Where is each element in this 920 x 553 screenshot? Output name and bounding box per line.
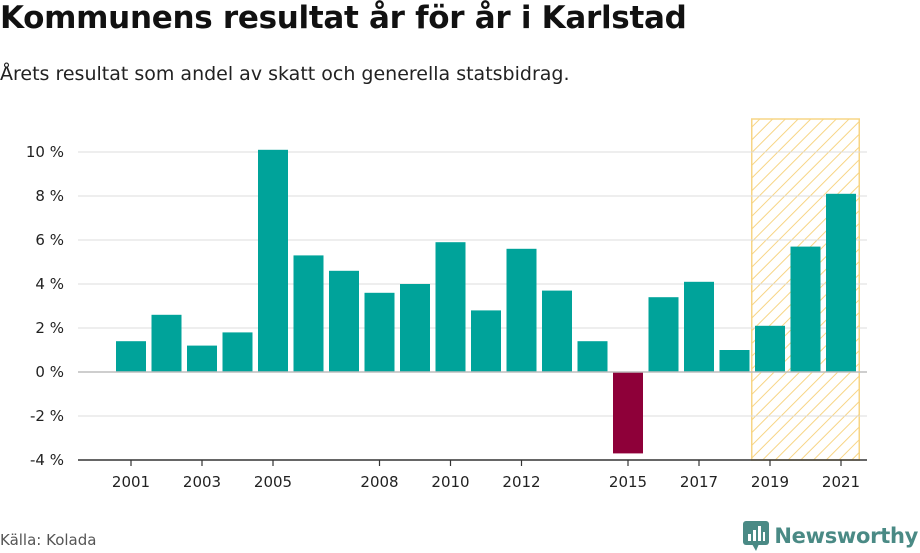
bar-2016: [648, 297, 679, 372]
y-tick-label: 6 %: [35, 231, 64, 249]
y-tick-label: 8 %: [35, 187, 64, 205]
x-tick-label: 2017: [680, 473, 718, 491]
y-tick-label: 2 %: [35, 319, 64, 337]
x-tick-label: 2001: [112, 473, 150, 491]
bar-2012: [506, 248, 537, 372]
x-tick-label: 2005: [254, 473, 292, 491]
bar-2003: [187, 345, 217, 372]
bar-2017: [684, 281, 714, 372]
chart-title: Kommunens resultat år för år i Karlstad: [0, 0, 687, 36]
bar-2011: [471, 310, 501, 372]
x-tick-label: 2019: [751, 473, 789, 491]
bar-2014: [577, 341, 608, 372]
bar-2013: [542, 290, 572, 372]
bar-2020: [790, 246, 821, 372]
x-tick-label: 2012: [502, 473, 540, 491]
bar-2009: [400, 284, 430, 372]
x-tick-label: 2015: [609, 473, 647, 491]
y-tick-label: 10 %: [26, 143, 64, 161]
bar-2010: [435, 242, 466, 372]
bar-2005: [258, 149, 288, 372]
y-tick-label: -2 %: [30, 407, 64, 425]
bar-2018: [719, 350, 750, 372]
brand-name: Newsworthy: [774, 524, 918, 548]
bar-2001: [116, 341, 146, 372]
bar-2006: [293, 255, 324, 372]
newsworthy-chart-bubble-icon: [743, 521, 770, 551]
bar-2021: [826, 193, 856, 372]
newsworthy-logo[interactable]: Newsworthy: [743, 519, 918, 553]
y-tick-label: 4 %: [35, 275, 64, 293]
source-note: Källa: Kolada: [0, 531, 97, 549]
y-tick-label: -4 %: [30, 451, 64, 469]
bar-2008: [364, 292, 395, 372]
x-tick-label: 2021: [822, 473, 860, 491]
bar-2004: [222, 332, 253, 372]
bar-2019: [755, 325, 785, 372]
x-tick-label: 2003: [183, 473, 221, 491]
bar-2015: [613, 372, 643, 454]
bar-2002: [151, 314, 182, 372]
x-tick-label: 2008: [360, 473, 398, 491]
bar-2007: [329, 270, 359, 372]
y-tick-label: 0 %: [35, 363, 64, 381]
x-tick-label: 2010: [431, 473, 469, 491]
chart-subtitle: Årets resultat som andel av skatt och ge…: [0, 63, 570, 85]
